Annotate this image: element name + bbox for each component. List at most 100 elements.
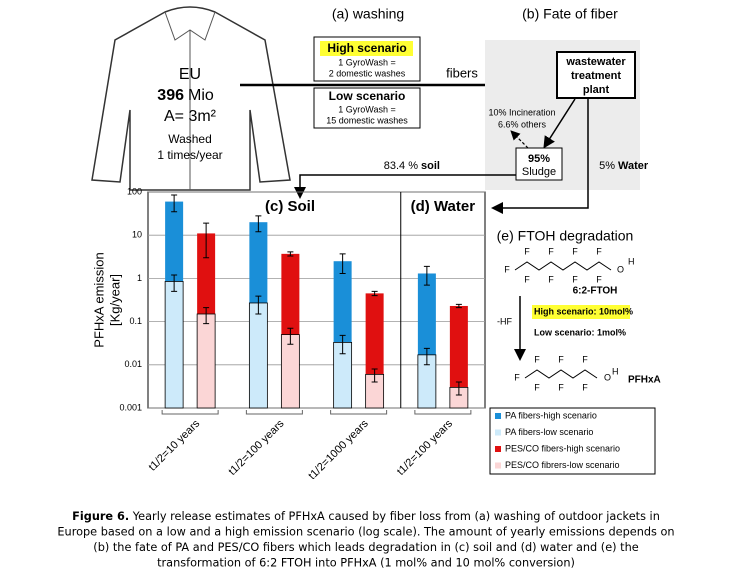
arrow	[491, 99, 589, 214]
legend-swatch	[495, 429, 501, 436]
atom: F	[572, 246, 578, 256]
error-bar	[287, 327, 294, 345]
error-bar	[255, 295, 262, 315]
error-bar	[455, 381, 462, 396]
caption-line: Europe based on a low and a high emissio…	[57, 526, 674, 539]
error-bar	[171, 194, 178, 213]
label: wastewater	[565, 56, 626, 68]
y-tick-label: 0.001	[119, 402, 142, 412]
error-bar	[203, 307, 210, 325]
legend-swatch	[495, 462, 501, 469]
legend-swatch	[495, 446, 501, 452]
label: soil	[421, 160, 440, 172]
arrow	[543, 98, 576, 149]
highlight	[532, 305, 630, 319]
atom: F	[514, 372, 520, 382]
label: Sludge	[522, 166, 556, 178]
label: 95%	[528, 153, 550, 165]
arrow	[294, 174, 516, 199]
jacket-text: A= 3m²	[164, 108, 217, 125]
panel-title: (a) washing	[332, 6, 404, 22]
bar	[280, 334, 300, 409]
y-axis-label: PFHxA emission	[91, 252, 106, 347]
error-bar	[423, 265, 430, 286]
label: 83.4 %	[384, 160, 418, 172]
legend-swatch	[495, 413, 501, 419]
error-bar	[371, 290, 378, 297]
box	[515, 147, 563, 181]
atom: F	[558, 354, 564, 364]
label: fibers	[446, 65, 478, 80]
label: 5%	[599, 160, 615, 172]
atom: H	[612, 366, 619, 376]
atom: F	[582, 354, 588, 364]
bar	[248, 302, 268, 409]
label: 6:2-FTOH	[573, 286, 618, 297]
box	[556, 51, 636, 99]
label: 2 domestic washes	[329, 68, 406, 78]
atom: F	[524, 246, 530, 256]
atom: F	[524, 274, 530, 284]
box	[313, 87, 421, 129]
label: PFHxA	[628, 375, 661, 386]
jacket-text: 396	[157, 87, 184, 104]
y-tick-label: 1	[137, 273, 142, 283]
jacket-text: EU	[179, 66, 201, 83]
panel-title: (e) FTOH degradation	[497, 228, 634, 244]
error-bar	[339, 253, 346, 274]
bar	[164, 281, 184, 409]
panel-title: (b) Fate of fiber	[522, 6, 618, 22]
label: Low scenario: 1mol%	[534, 327, 626, 337]
caption-text: Yearly release estimates of PFHxA caused…	[129, 510, 660, 523]
legend-label: PES/CO fibers-high scenario	[505, 443, 620, 453]
arrow	[510, 130, 529, 149]
category-bracket	[330, 410, 388, 415]
label: plant	[583, 84, 610, 96]
category-bracket	[245, 410, 303, 415]
y-tick-label: 10	[132, 230, 142, 240]
atom: H	[628, 256, 635, 266]
bar	[196, 313, 216, 409]
label: 1 GyroWash =	[338, 57, 395, 67]
atom: F	[558, 382, 564, 392]
atom: F	[534, 354, 540, 364]
molecule	[524, 369, 598, 379]
error-bar	[455, 303, 462, 309]
legend	[489, 407, 656, 475]
atom: F	[572, 274, 578, 284]
error-bar	[255, 215, 262, 233]
error-bar	[171, 274, 178, 292]
x-tick-label: t1/2=100 years	[226, 417, 287, 478]
legend-label: PA fibers-low scenario	[505, 427, 593, 437]
atom: F	[582, 382, 588, 392]
error-bar	[371, 368, 378, 383]
atom: F	[596, 246, 602, 256]
label: 10% Incineration	[488, 107, 555, 117]
jacket-text: Mio	[188, 87, 214, 104]
atom: O	[604, 372, 611, 382]
highlight	[320, 41, 413, 56]
caption-label: Figure 6.	[72, 510, 129, 523]
error-bar	[287, 251, 294, 257]
error-bar	[203, 222, 210, 259]
label: High scenario	[327, 41, 406, 55]
y-axis-label: [Kg/year]	[107, 274, 122, 326]
category-bracket	[161, 410, 219, 415]
error-bar	[423, 347, 430, 366]
label: 1 GyroWash =	[338, 104, 395, 114]
panel-label: (c) Soil	[265, 198, 315, 215]
jacket-text: Washed	[168, 132, 212, 146]
panel-label: (d) Water	[411, 198, 476, 215]
label: treatment	[571, 70, 621, 82]
legend-label: PA fibers-high scenario	[505, 410, 597, 420]
x-tick-label: t1/2=100 years	[395, 417, 456, 478]
label: High scenario: 10mol%	[534, 306, 633, 316]
atom: F	[534, 382, 540, 392]
molecule	[514, 261, 612, 271]
atom: F	[548, 274, 554, 284]
x-tick-label: t1/2=10 years	[146, 417, 202, 473]
caption-line: transformation of 6:2 FTOH into PFHxA (1…	[157, 557, 575, 570]
caption-line: Figure 6. Yearly release estimates of PF…	[72, 510, 660, 523]
label: 15 domestic washes	[326, 115, 408, 125]
